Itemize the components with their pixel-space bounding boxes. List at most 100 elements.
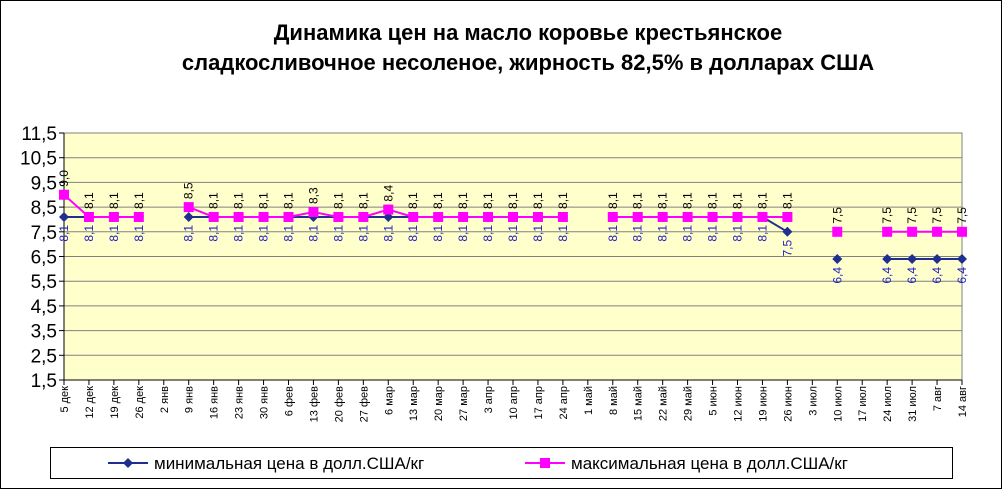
x-tick-label: 29 май xyxy=(683,386,695,421)
data-point xyxy=(682,211,693,222)
data-point xyxy=(108,211,119,222)
x-tick-label: 12 июн xyxy=(733,386,745,422)
y-tick-label: 1,5 xyxy=(31,371,57,392)
value-label: 8,1 xyxy=(755,225,769,242)
x-tick-label: 30 янв xyxy=(259,386,271,419)
x-tick-label: 24 июл xyxy=(882,386,894,422)
value-label: 8,1 xyxy=(531,225,545,242)
data-point xyxy=(408,211,419,222)
value-label: 8,1 xyxy=(456,192,470,209)
x-tick-label: 3 июл xyxy=(807,386,819,416)
y-tick-label: 6,5 xyxy=(31,248,57,269)
value-label: 7,5 xyxy=(905,207,919,224)
data-point xyxy=(832,226,843,237)
x-tick-label: 12 дек xyxy=(84,386,96,419)
value-label: 8,1 xyxy=(731,192,745,209)
value-label: 8,1 xyxy=(232,192,246,209)
data-point xyxy=(907,253,918,264)
value-label: 8,1 xyxy=(82,192,96,209)
x-tick-label: 26 июн xyxy=(782,386,794,422)
y-tick-label: 3,5 xyxy=(31,322,57,343)
x-tick-label: 1 май xyxy=(583,386,595,415)
data-point xyxy=(957,226,967,237)
x-tick-label: 7 авг xyxy=(932,386,944,411)
x-tick-label: 2 янв xyxy=(159,386,171,413)
data-point xyxy=(957,253,967,264)
x-tick-label: 6 мар xyxy=(383,386,395,415)
legend xyxy=(50,447,953,479)
chart-title: сладкосливочное несоленое, жирность 82,5… xyxy=(182,50,874,75)
value-label: 8,1 xyxy=(331,192,345,209)
value-label: 6,4 xyxy=(880,267,894,284)
value-label: 8,1 xyxy=(780,192,794,209)
value-label: 8,1 xyxy=(606,225,620,242)
value-label: 8,1 xyxy=(481,225,495,242)
x-tick-label: 8 май xyxy=(608,386,620,415)
value-label: 6,4 xyxy=(955,267,969,284)
legend-label: минимальная цена в долл.США/кг xyxy=(154,454,424,473)
x-tick-label: 22 май xyxy=(658,386,670,421)
y-tick-label: 7,5 xyxy=(31,223,57,244)
y-tick-label: 2,5 xyxy=(31,346,57,367)
data-point xyxy=(59,211,69,222)
value-label: 8,1 xyxy=(631,192,645,209)
value-label: 8,1 xyxy=(381,225,395,242)
data-point xyxy=(133,211,144,222)
value-label: 8,1 xyxy=(556,192,570,209)
x-tick-label: 24 апр xyxy=(558,386,570,419)
value-label: 8,5 xyxy=(182,182,196,199)
x-tick-label: 20 фев xyxy=(333,386,345,422)
x-tick-label: 10 апр xyxy=(508,386,520,419)
data-point xyxy=(932,226,943,237)
value-label: 8,1 xyxy=(257,192,271,209)
value-label: 8,1 xyxy=(681,192,695,209)
data-point xyxy=(732,211,743,222)
x-tick-label: 5 дек xyxy=(59,386,71,413)
value-label: 8,1 xyxy=(207,192,221,209)
data-point xyxy=(907,226,918,237)
data-point xyxy=(882,253,893,264)
value-label: 8,1 xyxy=(506,192,520,209)
data-point xyxy=(782,211,793,222)
value-label: 9,0 xyxy=(57,170,71,187)
data-point xyxy=(358,211,369,222)
value-label: 8,1 xyxy=(406,225,420,242)
value-label: 8,1 xyxy=(356,225,370,242)
value-label: 7,5 xyxy=(955,207,969,224)
data-point xyxy=(183,202,194,213)
data-point xyxy=(607,211,618,222)
x-tick-label: 31 июл xyxy=(907,386,919,422)
x-tick-label: 20 мар xyxy=(433,386,445,421)
data-point xyxy=(557,211,568,222)
value-label: 8,1 xyxy=(755,192,769,209)
value-label: 8,1 xyxy=(706,192,720,209)
value-label: 8,1 xyxy=(681,225,695,242)
value-label: 8,1 xyxy=(107,192,121,209)
legend-marker xyxy=(540,458,550,468)
data-point xyxy=(308,207,319,218)
value-label: 7,5 xyxy=(830,207,844,224)
value-label: 8,1 xyxy=(506,225,520,242)
value-label: 8,1 xyxy=(306,225,320,242)
value-label: 8,1 xyxy=(282,192,296,209)
chart-title: Динамика цен на масло коровье крестьянск… xyxy=(274,20,782,45)
legend-label: максимальная цена в долл.США/кг xyxy=(571,454,848,473)
data-point xyxy=(632,211,643,222)
value-label: 8,1 xyxy=(57,225,71,242)
x-tick-label: 17 апр xyxy=(533,386,545,419)
value-label: 8,1 xyxy=(556,225,570,242)
data-point xyxy=(83,211,94,222)
value-label: 8,1 xyxy=(182,225,196,242)
data-point xyxy=(882,226,893,237)
value-label: 8,1 xyxy=(406,192,420,209)
value-label: 8,1 xyxy=(656,192,670,209)
value-label: 8,1 xyxy=(531,192,545,209)
value-label: 6,4 xyxy=(930,267,944,284)
value-label: 8,1 xyxy=(331,225,345,242)
value-label: 7,5 xyxy=(880,207,894,224)
x-tick-label: 5 июн xyxy=(708,386,720,416)
data-point xyxy=(508,211,518,222)
value-label: 8,1 xyxy=(431,192,445,209)
